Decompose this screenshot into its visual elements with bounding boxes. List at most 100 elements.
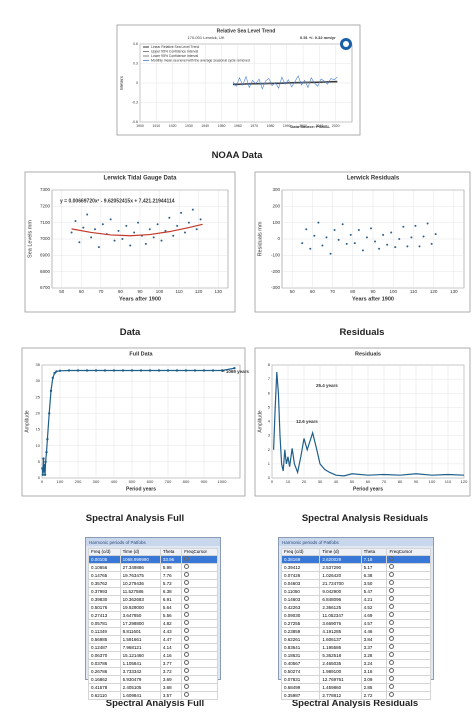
data-point	[211, 369, 215, 372]
table-row: 0.07831 12.769761 3.09	[280, 675, 431, 684]
y-tick-label: -100	[271, 253, 281, 258]
radio-button[interactable]	[389, 684, 395, 689]
x-tick-label: 50	[59, 289, 65, 294]
data-point	[426, 222, 429, 225]
radio-button[interactable]	[389, 652, 395, 657]
data-point	[398, 238, 401, 240]
radio-button[interactable]	[184, 652, 190, 657]
table-cell: 1.591661	[119, 635, 161, 644]
radio-button[interactable]	[389, 692, 395, 697]
table-cell: 7.76	[159, 571, 183, 580]
radio-button[interactable]	[389, 556, 395, 561]
radio-cell	[386, 691, 431, 700]
radio-cell	[386, 587, 431, 596]
radio-button[interactable]	[389, 596, 395, 601]
x-tick-label: 50	[290, 289, 296, 294]
data-point	[341, 223, 344, 226]
radio-button[interactable]	[389, 588, 395, 593]
y-axis-label: Residuals mm	[257, 221, 263, 256]
table-cell: 2.778812	[319, 691, 362, 700]
radio-button[interactable]	[184, 604, 190, 609]
data-point	[113, 239, 116, 242]
table-cell: 4.14	[159, 643, 183, 652]
data-point	[109, 218, 112, 221]
radio-button[interactable]	[184, 612, 190, 617]
radio-button[interactable]	[389, 660, 395, 665]
radio-button[interactable]	[184, 556, 190, 561]
radio-button[interactable]	[389, 628, 395, 633]
data-point	[333, 229, 336, 232]
radio-button[interactable]	[389, 620, 395, 625]
table-row: 0.06370 15.121460 4.16	[88, 651, 218, 660]
plot-area	[41, 364, 241, 479]
radio-cell	[386, 643, 431, 652]
data-point	[125, 224, 128, 227]
radio-button[interactable]	[184, 684, 190, 689]
radio-button[interactable]	[389, 636, 395, 641]
radio-button[interactable]	[389, 604, 395, 609]
table-cell: 0.26786	[88, 667, 121, 676]
caption: Spectral Analysis Full	[105, 698, 205, 709]
radio-button[interactable]	[184, 564, 190, 569]
data-point	[176, 224, 179, 227]
radio-button[interactable]	[184, 580, 190, 585]
radio-button[interactable]	[184, 588, 190, 593]
radio-button[interactable]	[389, 564, 395, 569]
y-axis-label: Amplitude	[24, 410, 30, 432]
annotation: 12.6 years	[296, 419, 318, 424]
radio-cell	[181, 555, 218, 564]
table-cell: 0.11050	[280, 587, 321, 596]
x-tick-label: 120	[430, 289, 438, 294]
radio-button[interactable]	[389, 668, 395, 673]
y-tick-label: 6800	[40, 269, 51, 274]
radio-button[interactable]	[389, 580, 395, 585]
radio-button[interactable]	[184, 668, 190, 673]
table-row: 0.83641 1.195586 3.37	[280, 643, 431, 652]
x-tick-label: 1980	[267, 124, 275, 128]
table-cell: 33.96	[159, 555, 183, 564]
chart-title: Full Data	[129, 351, 153, 357]
table-cell: 0.27255	[280, 619, 321, 628]
y-axis-label: Amplitude	[257, 410, 263, 432]
caption: Spectral Analysis Full	[85, 513, 185, 524]
radio-button[interactable]	[389, 612, 395, 617]
radio-button[interactable]	[184, 572, 190, 577]
data-point	[55, 370, 58, 373]
radio-button[interactable]	[389, 644, 395, 649]
column-header: FreqCursor	[181, 548, 218, 556]
data-point	[78, 241, 81, 244]
radio-button[interactable]	[184, 620, 190, 625]
annotation: 0.51 +/- 0.32 mm/yr	[300, 35, 336, 40]
radio-button[interactable]	[184, 660, 190, 665]
y-tick-label: 3	[268, 433, 271, 438]
table-row: 0.12487 7.968121 4.14	[88, 643, 218, 652]
table-cell: 0.83641	[280, 643, 321, 652]
table-cell: 3.16	[360, 667, 388, 676]
data-point	[394, 246, 397, 249]
data-point	[301, 242, 304, 245]
radio-button[interactable]	[184, 644, 190, 649]
table-row: 0.35987 2.778812 2.72	[280, 691, 431, 700]
radio-button[interactable]	[184, 628, 190, 633]
radio-button[interactable]	[184, 676, 190, 681]
radio-button[interactable]	[184, 692, 190, 697]
data-point	[365, 236, 368, 239]
data-point	[76, 369, 80, 372]
x-tick-label: 90	[414, 479, 419, 484]
radio-button[interactable]	[389, 676, 395, 681]
table-cell: 3.69	[159, 675, 183, 684]
radio-cell	[386, 651, 431, 660]
table-row: 0.11050 9.042900 5.47	[280, 587, 431, 596]
radio-cell	[181, 627, 218, 636]
radio-button[interactable]	[184, 636, 190, 641]
table-cell: 3.733342	[119, 667, 161, 676]
table-cell: 3.647850	[119, 611, 161, 620]
radio-cell	[386, 603, 431, 612]
radio-button[interactable]	[389, 572, 395, 577]
radio-button[interactable]	[184, 596, 190, 601]
y-tick-label: 5	[268, 404, 271, 409]
column-header: Time (d)	[319, 548, 362, 556]
table-cell: 2.85	[360, 683, 388, 692]
x-axis-label: Period years	[353, 486, 383, 492]
data-point	[166, 369, 170, 372]
